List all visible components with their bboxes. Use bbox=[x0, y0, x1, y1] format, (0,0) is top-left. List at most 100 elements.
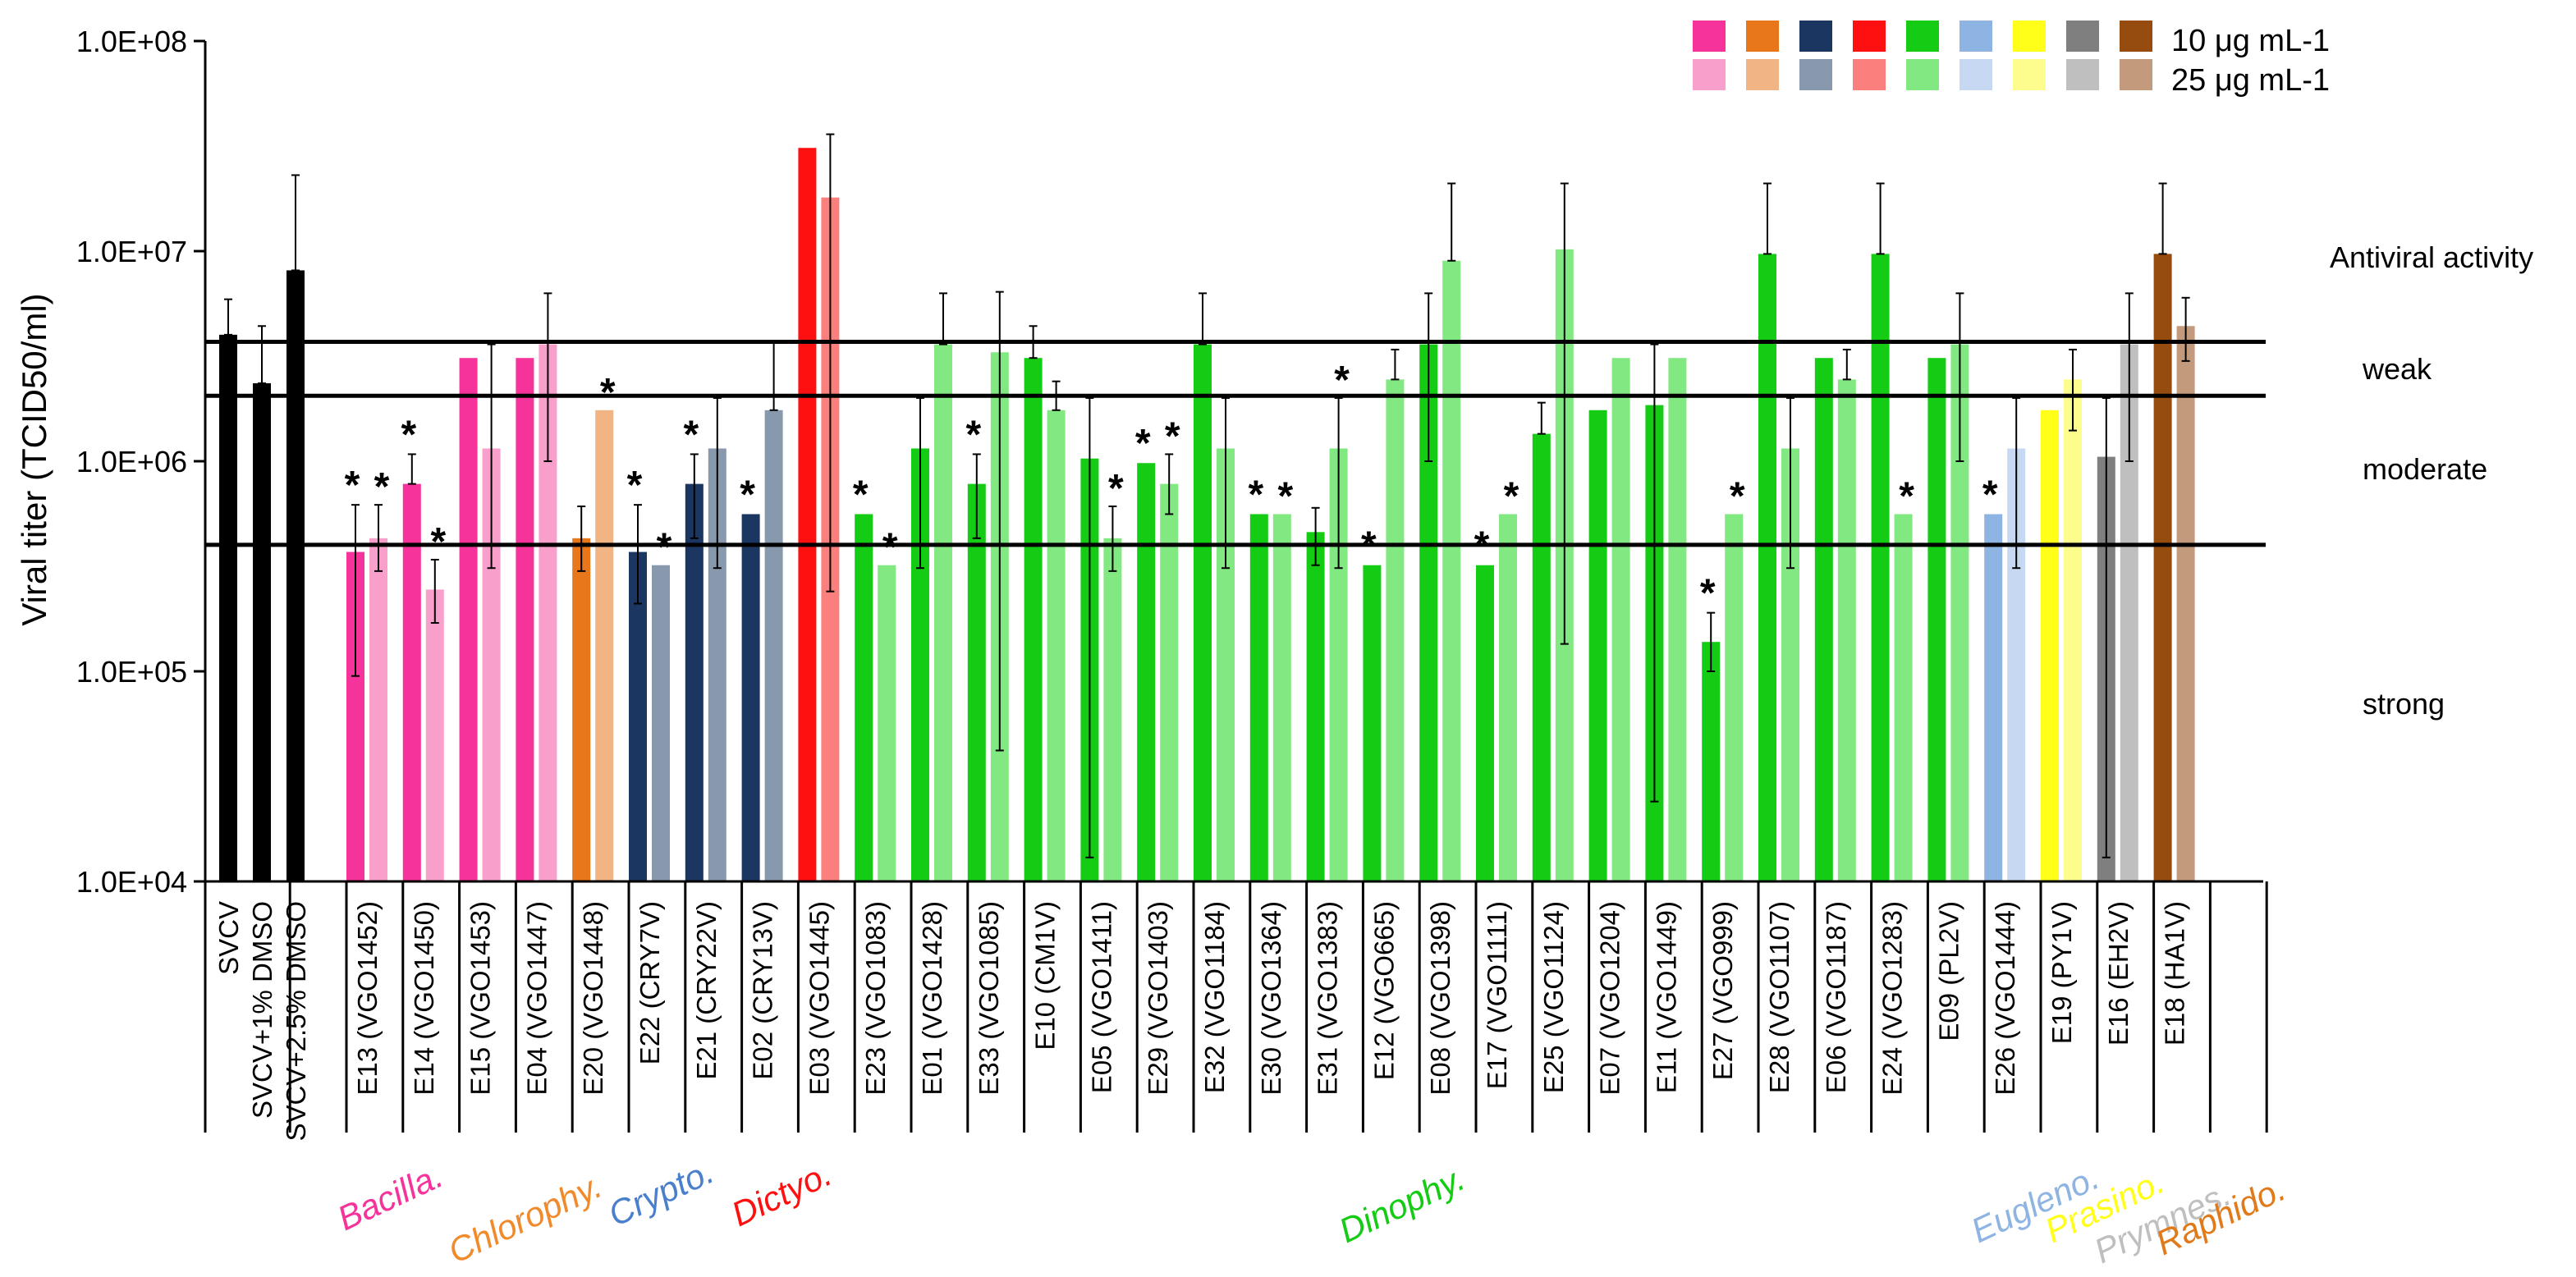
bar-10ug bbox=[798, 148, 817, 881]
legend-swatch-25ug bbox=[1853, 59, 1886, 90]
significance-star: * bbox=[1135, 422, 1151, 465]
significance-star: * bbox=[1730, 474, 1745, 518]
bar-10ug bbox=[2041, 410, 2059, 882]
bar-10ug bbox=[1588, 410, 1607, 882]
significance-star: * bbox=[1982, 473, 1998, 516]
significance-star: * bbox=[627, 464, 643, 507]
bar-25ug bbox=[1103, 538, 1122, 881]
zone-label: strong bbox=[2363, 687, 2445, 721]
zone-label: Antiviral activity bbox=[2330, 240, 2533, 274]
bar-25ug bbox=[652, 565, 670, 881]
zone-label: weak bbox=[2362, 352, 2432, 386]
legend-swatch-10ug bbox=[2013, 21, 2046, 52]
group-label: Dictyo. bbox=[726, 1154, 837, 1234]
bar-10ug bbox=[1702, 642, 1721, 881]
bar-25ug bbox=[482, 448, 501, 881]
significance-star: * bbox=[1165, 414, 1180, 458]
x-tick-label: E06 (VGO1187) bbox=[1821, 901, 1851, 1093]
x-tick-label: E07 (VGO1204) bbox=[1595, 901, 1625, 1096]
bar-10ug bbox=[1532, 433, 1551, 881]
x-tick-label: E12 (VGO665) bbox=[1368, 901, 1399, 1080]
bar-10ug bbox=[1871, 254, 1890, 881]
bar-25ug bbox=[1047, 410, 1066, 882]
x-tick-label: E01 (VGO1428) bbox=[917, 901, 947, 1096]
y-axis: 1.0E+04 1.0E+05 1.0E+06 1.0E+07 1.0E+08 bbox=[76, 25, 207, 899]
x-tick-label: E16 (EH2V) bbox=[2103, 901, 2134, 1046]
y-tick-label: 1.0E+06 bbox=[76, 445, 187, 478]
x-tick-label: E05 (VGO1411) bbox=[1086, 901, 1116, 1093]
x-tick-label: SVCV bbox=[213, 901, 244, 975]
bar-25ug bbox=[1611, 358, 1630, 881]
legend-swatch-25ug bbox=[2066, 59, 2099, 90]
bar-10ug bbox=[346, 552, 364, 881]
x-tick-label: E21 (CRY22V) bbox=[691, 901, 722, 1080]
legend-swatch-10ug bbox=[1960, 21, 1992, 52]
legend-swatch-25ug bbox=[1906, 59, 1939, 90]
zone-label: moderate bbox=[2363, 452, 2487, 486]
bar-25ug bbox=[2120, 344, 2138, 881]
significance-star: * bbox=[1248, 473, 1263, 516]
y-tick-label: 1.0E+08 bbox=[76, 25, 187, 58]
x-tick-label: E15 (VGO1453) bbox=[465, 901, 496, 1096]
group-label: Dinophy. bbox=[1333, 1159, 1470, 1250]
x-tick-label: E27 (VGO999) bbox=[1707, 901, 1738, 1080]
legend-swatch-10ug bbox=[2066, 21, 2099, 52]
x-tick-label: E26 (VGO1444) bbox=[1990, 901, 2020, 1096]
significance-star: * bbox=[600, 371, 616, 414]
bar-10ug bbox=[459, 358, 478, 881]
bar-10ug bbox=[1476, 565, 1494, 881]
bar-25ug bbox=[2007, 448, 2026, 881]
significance-star: * bbox=[1700, 572, 1716, 616]
bar-10ug bbox=[516, 358, 534, 881]
x-tick-label: E33 (VGO1085) bbox=[974, 901, 1004, 1096]
significance-star: * bbox=[1899, 474, 1914, 518]
group-labels: Bacilla.Chlorophy.Crypto. Dictyo. Dinophy.… bbox=[332, 1151, 2291, 1270]
bar-control bbox=[286, 270, 305, 881]
significance-star: * bbox=[345, 464, 360, 507]
x-tick-label: E22 (CRY7V) bbox=[635, 901, 665, 1064]
legend-swatch-10ug bbox=[1906, 21, 1939, 52]
threshold-lines: Antiviral activity weak moderate strong bbox=[205, 240, 2533, 721]
bar-25ug bbox=[425, 589, 444, 881]
x-tick-label: E08 (VGO1398) bbox=[1425, 901, 1455, 1096]
significance-star: * bbox=[853, 473, 869, 516]
bar-25ug bbox=[1668, 358, 1687, 881]
bar-10ug bbox=[1758, 254, 1776, 881]
x-tick-label: E29 (VGO1403) bbox=[1143, 901, 1173, 1096]
x-tick-label: E13 (VGO1452) bbox=[352, 901, 383, 1096]
bar-25ug bbox=[934, 344, 952, 881]
legend-swatch-25ug bbox=[1960, 59, 1992, 90]
significance-star: * bbox=[430, 520, 446, 564]
bar-control bbox=[219, 334, 237, 881]
bar-25ug bbox=[708, 448, 727, 881]
bar-10ug bbox=[1984, 514, 2003, 881]
bar-10ug bbox=[1194, 344, 1212, 881]
significance-star: * bbox=[374, 465, 390, 509]
bar-10ug bbox=[629, 552, 647, 881]
bar-25ug bbox=[539, 344, 557, 881]
bar-10ug bbox=[1363, 565, 1382, 881]
x-tick-label: SVCV+1% DMSO bbox=[247, 901, 277, 1119]
bar-10ug bbox=[1306, 532, 1325, 881]
bar-10ug bbox=[911, 448, 929, 881]
legend-swatch-10ug bbox=[1746, 21, 1779, 52]
x-tick-label: E17 (VGO1111) bbox=[1482, 901, 1512, 1089]
x-tick-label: E30 (VGO1364) bbox=[1256, 901, 1286, 1096]
x-tick-label: E18 (HA1V) bbox=[2160, 901, 2190, 1046]
bar-10ug bbox=[1249, 514, 1268, 881]
legend-swatch-25ug bbox=[2120, 59, 2152, 90]
group-label: Bacilla. bbox=[332, 1156, 449, 1238]
bar-10ug bbox=[685, 483, 704, 881]
x-tick-label: E24 (VGO1283) bbox=[1877, 901, 1908, 1096]
legend-swatch-10ug bbox=[1853, 21, 1886, 52]
legend-swatch-10ug bbox=[1799, 21, 1832, 52]
bar-10ug bbox=[572, 538, 591, 881]
bar-25ug bbox=[1272, 514, 1291, 881]
bar-10ug bbox=[2153, 254, 2172, 881]
legend-swatch-10ug bbox=[2120, 21, 2152, 52]
bar-10ug bbox=[1419, 344, 1438, 881]
x-tick-label: SVCV+2.5% DMSO bbox=[281, 901, 311, 1142]
x-tick-label: E25 (VGO1124) bbox=[1538, 901, 1569, 1093]
bar-25ug bbox=[369, 538, 387, 881]
